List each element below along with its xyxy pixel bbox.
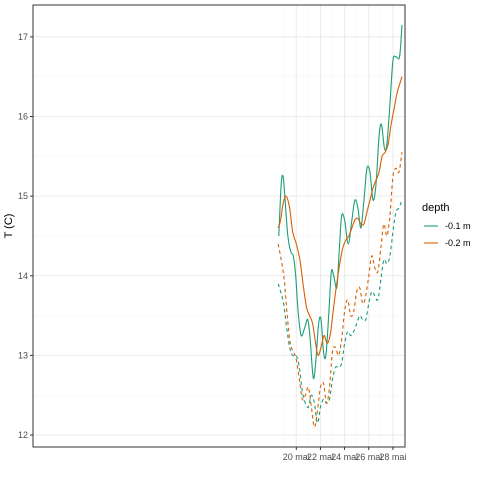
x-tick-label: 22 mai [307,452,334,462]
series-line-solid-1 [278,24,403,380]
legend-title: depth [422,202,450,214]
y-tick-label: 12 [18,430,28,440]
y-tick-label: 17 [18,32,28,42]
legend: depth -0.1 m -0.2 m [422,202,471,248]
x-tick-label: 24 mai [331,452,358,462]
x-tick-label: 28 mai [379,452,406,462]
y-tick-label: 14 [18,271,28,281]
y-tick-label: 13 [18,350,28,360]
panel-border [32,4,406,448]
legend-label-1: -0.1 m [445,221,471,231]
legend-label-2: -0.2 m [445,238,471,248]
series-line-solid-2 [277,76,403,356]
y-tick-label: 15 [18,191,28,201]
x-tick-label: 20 mai [283,452,310,462]
x-tick-label: 26 mai [355,452,382,462]
y-axis-title: T (C) [3,214,15,239]
series-group [277,24,403,428]
series-line-dashed-4 [277,152,403,428]
y-tick-label: 16 [18,111,28,121]
